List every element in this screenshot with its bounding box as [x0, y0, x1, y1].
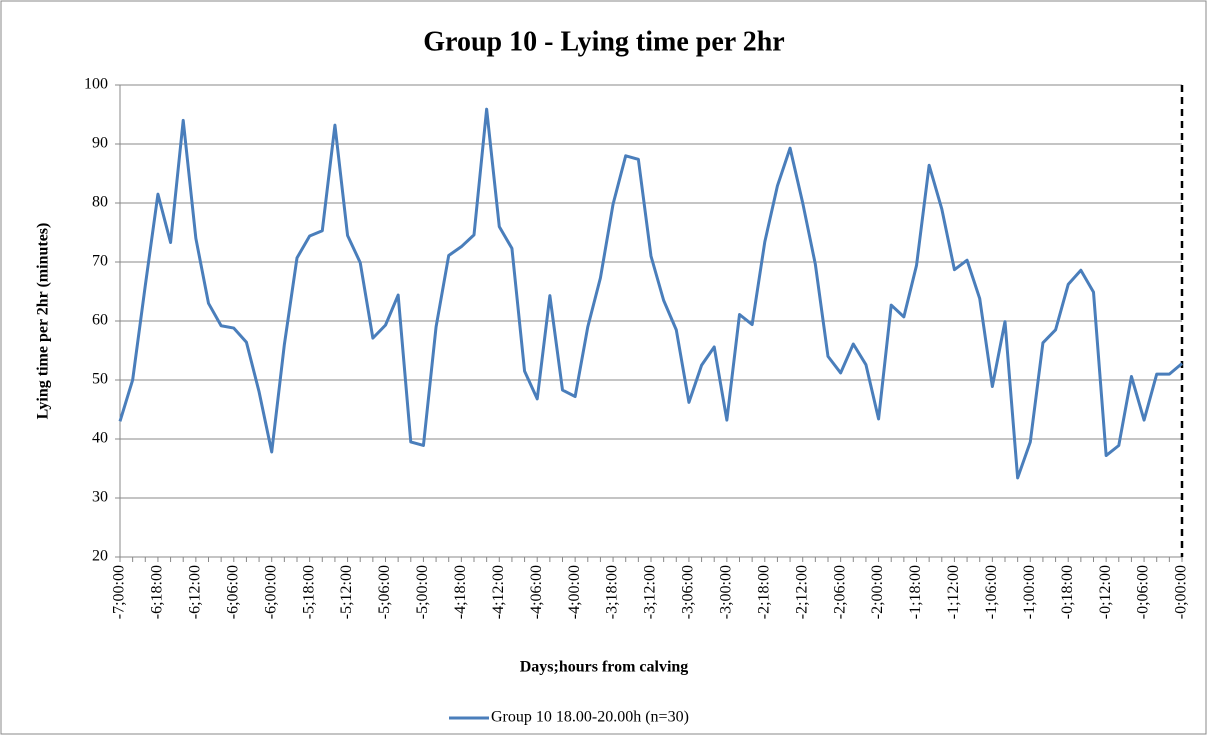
- x-tick-label: -5;00:00: [414, 565, 431, 619]
- y-tick-label: 90: [92, 135, 108, 152]
- x-tick-label: -6;00:00: [262, 565, 279, 619]
- x-tick-label: -4;06:00: [528, 565, 545, 619]
- x-tick-label: -4;00:00: [566, 565, 583, 619]
- x-tick-label: -1;18:00: [907, 565, 924, 619]
- x-tick-label: -6;06:00: [224, 565, 241, 619]
- x-tick-label: -3;00:00: [718, 565, 735, 619]
- x-tick-label: -0;18:00: [1059, 565, 1076, 619]
- x-tick-label: -3;12:00: [642, 565, 659, 619]
- x-tick-label: -2;00:00: [869, 565, 886, 619]
- y-tick-label: 20: [92, 548, 108, 565]
- x-tick-label: -1;12:00: [945, 565, 962, 619]
- y-tick-label: 70: [92, 253, 108, 270]
- y-tick-label: 60: [92, 312, 108, 329]
- x-tick-label: -4;12:00: [490, 565, 507, 619]
- x-axis-title: Days;hours from calving: [520, 659, 689, 676]
- x-tick-label: -2;18:00: [755, 565, 772, 619]
- x-tick-label: -5;12:00: [338, 565, 355, 619]
- y-tick-label: 100: [84, 76, 108, 93]
- y-tick-label: 40: [92, 430, 108, 447]
- x-tick-label: -0;12:00: [1097, 565, 1114, 619]
- y-tick-label: 50: [92, 371, 108, 388]
- x-tick-label: -2;12:00: [793, 565, 810, 619]
- x-tick-label: -7;00:00: [111, 565, 128, 619]
- y-tick-label: 80: [92, 194, 108, 211]
- x-tick-label: -0;00:00: [1173, 565, 1190, 619]
- x-tick-label: -3;06:00: [680, 565, 697, 619]
- x-tick-label: -4;18:00: [452, 565, 469, 619]
- x-tick-label: -6;12:00: [187, 565, 204, 619]
- y-tick-label: 30: [92, 489, 108, 506]
- x-tick-label: -1;06:00: [983, 565, 1000, 619]
- x-tick-label: -2;06:00: [831, 565, 848, 619]
- chart-title: Group 10 - Lying time per 2hr: [423, 26, 784, 57]
- x-tick-label: -5;06:00: [376, 565, 393, 619]
- data-line: [118, 107, 1183, 480]
- x-tick-label: -6;18:00: [149, 565, 166, 619]
- x-tick-label: -1;00:00: [1021, 565, 1038, 619]
- y-axis-title: Lying time per 2hr (minutes): [35, 223, 52, 420]
- legend-label: Group 10 18.00-20.00h (n=30): [491, 709, 689, 726]
- x-tick-label: -3;18:00: [604, 565, 621, 619]
- x-tick-label: -5;18:00: [300, 565, 317, 619]
- x-tick-label: -0;06:00: [1135, 565, 1152, 619]
